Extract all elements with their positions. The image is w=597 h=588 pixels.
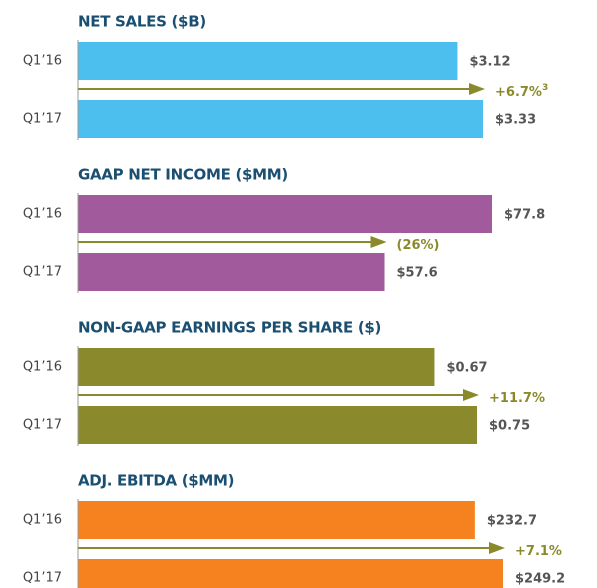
change-label: +11.7% [489, 391, 545, 406]
change-footnote: 3 [542, 83, 548, 93]
value-label: $77.8 [504, 208, 545, 223]
change-label: +7.1% [515, 544, 562, 559]
value-label: $249.2 [515, 572, 565, 587]
category-label: Q1’17 [23, 265, 62, 280]
bar [78, 42, 458, 80]
bar [78, 406, 477, 444]
change-arrowhead [469, 83, 485, 95]
category-label: Q1’16 [23, 54, 62, 69]
value-label: $232.7 [487, 514, 537, 529]
change-value: +11.7% [489, 391, 545, 406]
bar [78, 100, 483, 138]
chart-title: NON-GAAP EARNINGS PER SHARE ($) [78, 319, 381, 337]
bar [78, 253, 385, 291]
change-arrowhead [489, 542, 505, 554]
category-label: Q1’16 [23, 360, 62, 375]
value-label: $0.67 [446, 361, 487, 376]
chart-title: GAAP NET INCOME ($MM) [78, 166, 288, 184]
change-value: +6.7% [495, 85, 542, 100]
category-label: Q1’17 [23, 112, 62, 127]
chart-title: ADJ. EBITDA ($MM) [78, 472, 234, 490]
change-label: (26%) [397, 238, 440, 253]
bar [78, 501, 475, 539]
change-arrowhead [370, 236, 387, 248]
bar [78, 559, 503, 588]
value-label: $0.75 [489, 419, 530, 434]
value-label: $57.6 [397, 266, 438, 281]
category-label: Q1’16 [23, 513, 62, 528]
bar [78, 195, 492, 233]
change-value: (26%) [397, 238, 440, 253]
value-label: $3.12 [469, 55, 510, 70]
change-label: +6.7%3 [495, 83, 548, 100]
chart-title: NET SALES ($B) [78, 13, 206, 31]
bar [78, 348, 435, 386]
category-label: Q1’16 [23, 207, 62, 222]
category-label: Q1’17 [23, 418, 62, 433]
change-value: +7.1% [515, 544, 562, 559]
value-label: $3.33 [495, 113, 536, 128]
category-label: Q1’17 [23, 571, 62, 586]
change-arrowhead [463, 389, 479, 401]
